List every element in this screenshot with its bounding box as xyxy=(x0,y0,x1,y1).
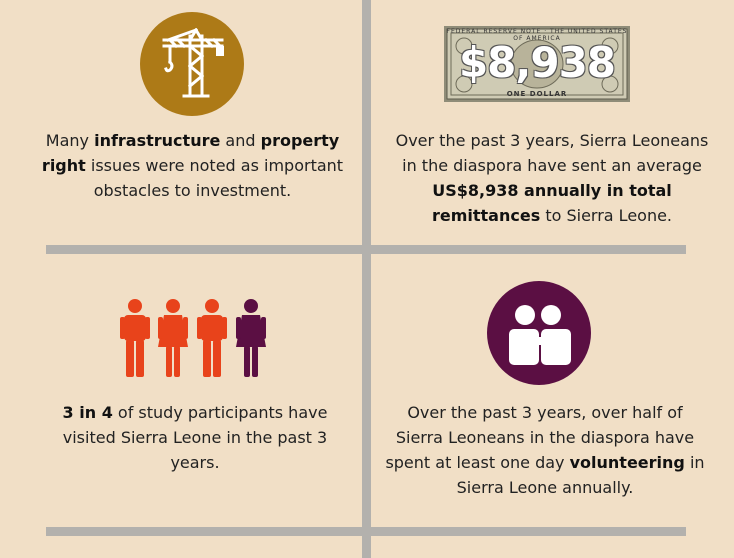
text-bold: 3 in 4 xyxy=(62,403,113,422)
text-run: and xyxy=(220,131,261,150)
remittance-amount: $8,938 xyxy=(458,38,616,87)
text-bold: US$8,938 annually in total remittances xyxy=(431,181,672,225)
people-icon xyxy=(118,298,270,378)
vertical-divider xyxy=(362,0,371,558)
bill-footer-text: ONE DOLLAR xyxy=(506,90,568,98)
dollar-bill-icon: FEDERAL RESERVE NOTE · THE UNITED STATES… xyxy=(444,26,630,102)
text-run: of study participants have visited Sierr… xyxy=(62,403,328,472)
horizontal-divider-bottom xyxy=(46,527,686,536)
person-male-icon xyxy=(120,299,150,377)
person-male-icon xyxy=(197,299,227,377)
horizontal-divider-top xyxy=(46,245,686,254)
volunteering-text: Over the past 3 years, over half of Sier… xyxy=(385,400,705,500)
text-run: to Sierra Leone. xyxy=(540,206,673,225)
text-run: Many xyxy=(45,131,95,150)
text-bold: property right xyxy=(41,131,340,175)
bill-header-text: FEDERAL RESERVE NOTE · THE UNITED STATES… xyxy=(446,28,628,42)
text-bold: infrastructure xyxy=(94,131,221,150)
infrastructure-text: Many infrastructure and property right i… xyxy=(40,128,345,203)
hug-icon xyxy=(487,281,591,385)
person-female-icon xyxy=(236,299,266,377)
visits-text: 3 in 4 of study participants have visite… xyxy=(45,400,345,475)
person-female-icon xyxy=(158,299,188,377)
crane-icon xyxy=(140,12,244,116)
text-run: Over the past 3 years, over half of Sier… xyxy=(385,403,695,472)
text-run: issues were noted as important obstacles… xyxy=(85,156,344,200)
text-run: in Sierra Leone annually. xyxy=(456,453,705,497)
remittances-text: Over the past 3 years, Sierra Leoneans i… xyxy=(392,128,712,228)
text-bold: volunteering xyxy=(569,453,685,472)
text-run: Over the past 3 years, Sierra Leoneans i… xyxy=(395,131,709,175)
